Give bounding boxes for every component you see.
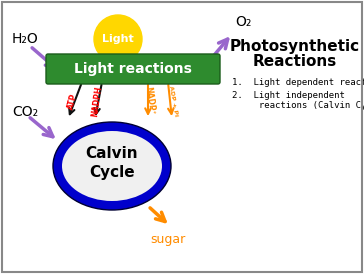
Circle shape: [94, 15, 142, 63]
Text: O₂: O₂: [235, 15, 252, 29]
Text: NADPH: NADPH: [90, 85, 104, 117]
Text: 1.  Light dependent reactions: 1. Light dependent reactions: [232, 78, 364, 87]
Ellipse shape: [62, 131, 162, 201]
Text: Light: Light: [102, 34, 134, 44]
Text: Reactions: Reactions: [253, 53, 337, 68]
Text: NADP⁺: NADP⁺: [143, 86, 157, 116]
Text: CO₂: CO₂: [12, 105, 38, 119]
Text: 2.  Light independent
     reactions (Calvin Cycle): 2. Light independent reactions (Calvin C…: [232, 91, 364, 110]
Ellipse shape: [53, 122, 171, 210]
Text: sugar: sugar: [150, 233, 186, 247]
Text: H₂O: H₂O: [12, 32, 39, 46]
Text: Calvin
Cycle: Calvin Cycle: [86, 145, 138, 180]
Text: ADP + Pi: ADP + Pi: [168, 85, 178, 117]
Text: Light reactions: Light reactions: [74, 62, 192, 76]
Text: ATP: ATP: [67, 92, 79, 110]
FancyBboxPatch shape: [46, 54, 220, 84]
Text: Photosynthetic: Photosynthetic: [230, 39, 360, 53]
